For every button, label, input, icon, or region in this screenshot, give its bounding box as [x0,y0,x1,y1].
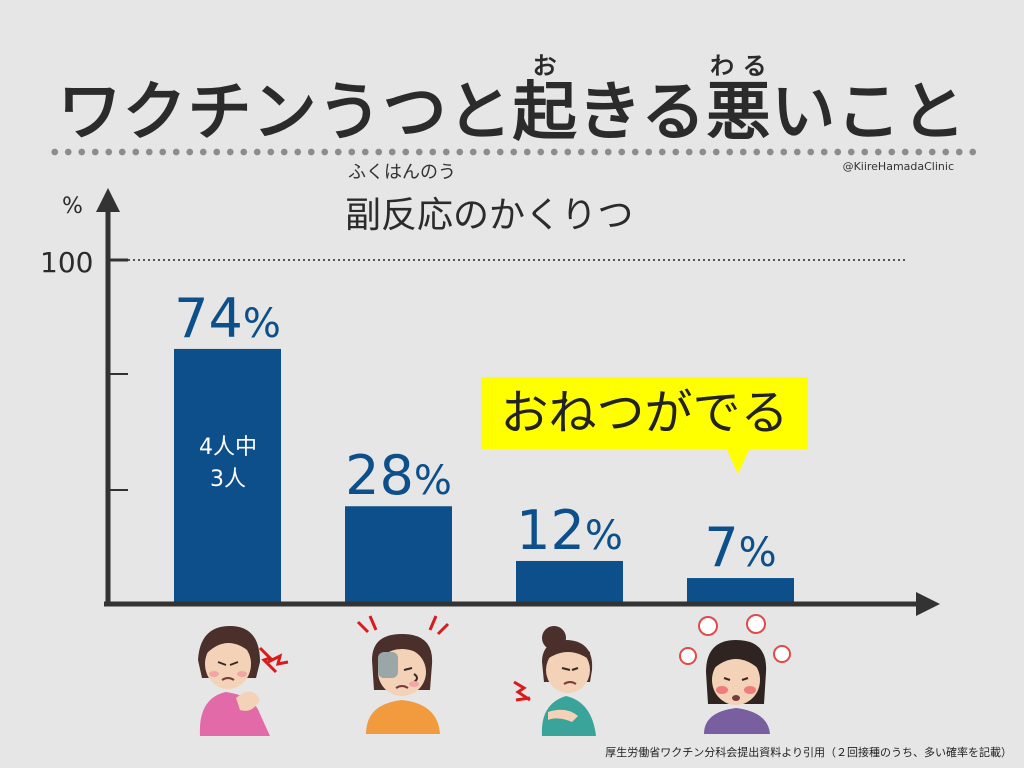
title-part-3: いこと [771,76,967,150]
main-title: ワクチンうつと起おきる悪わるいこと [0,52,1024,153]
inner-label-line-1: 4人中 [199,435,257,460]
bar-value-label-4: 7% [704,516,776,579]
title-ruby-waru: 悪わる [706,52,772,150]
y-tick-label-100: 100 [40,246,94,279]
y-axis-arrow [96,188,120,212]
callout-tail [726,448,750,474]
title-part-1: ワクチンうつと [57,76,513,150]
y-axis-label: % [62,194,83,219]
source-note: 厚生労働省ワクチン分科会提出資料より引用（２回接種のうち、多い確率を記載） [605,746,1012,759]
bar-value-label-1: 74% [174,287,281,350]
inner-label-line-2: 3人 [210,467,246,492]
bar-4 [687,578,794,602]
chart-title: 副反応のかくりつ [345,195,634,236]
headache-person-icon [356,615,450,734]
bar-3 [516,560,623,602]
body-ache-person-icon [513,626,596,736]
dotted-divider [48,148,978,156]
title-part-2: きる [577,76,707,150]
credit-text: @KiireHamadaClinic [842,160,954,173]
bar-value-label-2: 28% [345,444,452,507]
bar-value-label-3: 12% [516,499,623,562]
x-axis-arrow [916,592,940,616]
bar-1 [174,348,281,602]
fever-person-icon [679,614,791,734]
chart-title-ruby: ふくはんのう [348,162,456,183]
shoulder-pain-person-icon [198,626,289,736]
title-ruby-oki: 起お [512,52,578,150]
bar-2 [345,506,452,602]
callout-box: おねつがでる [481,377,808,449]
bar-inner-label: 4人中 3人 [174,432,282,496]
